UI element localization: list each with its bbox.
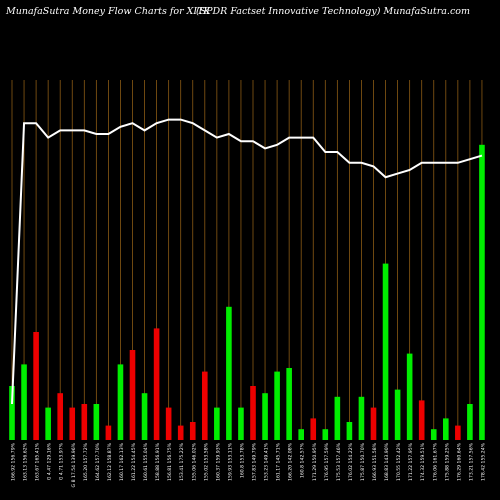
x-tick-label: 168.83 143.90%	[384, 442, 390, 481]
x-tick-label: 160.37 159.93%	[215, 442, 221, 481]
x-tick-label: 155.06 146.02%	[191, 442, 197, 481]
x-tick-label: 161.17 145.71%	[276, 442, 282, 481]
flow-bar	[45, 407, 51, 440]
flow-bar	[226, 306, 232, 440]
flow-bar	[214, 407, 220, 440]
x-tick-label: 164.62 157.70%	[95, 442, 101, 481]
flow-bar	[430, 429, 437, 440]
x-tick-labels: 166.92 156.79% 163.13 156.62% 163.67 165.4…	[11, 442, 487, 487]
x-tick-label: 153.41 175.22%	[179, 442, 185, 481]
x-tick-label: 175.88 159.25%	[444, 442, 450, 481]
flow-bar	[9, 386, 15, 440]
flow-bar	[298, 429, 304, 440]
flow-bar	[346, 422, 353, 440]
x-tick-label: 174.32 159.51%	[420, 442, 426, 481]
x-tick-label: 166.92 156.79%	[11, 442, 17, 481]
x-tick-label: 171.29 150.95%	[312, 442, 318, 481]
x-tick-label: 178.42 155.24%	[480, 442, 486, 481]
x-tick-label: 153.23 149.41%	[264, 442, 270, 481]
x-tick-label: 156.81 156.75%	[167, 442, 173, 481]
flow-bar	[165, 407, 172, 440]
flow-bar	[455, 425, 461, 440]
x-tick-label: 155.02 153.58%	[203, 442, 209, 481]
x-tick-label: 162.12 158.87%	[107, 442, 113, 481]
x-tick-label: 165.20 157.72%	[83, 442, 89, 481]
x-tick-label: 157.83 149.79%	[252, 442, 258, 481]
flow-bar	[177, 425, 184, 440]
flow-bar	[250, 386, 256, 440]
chart-subtitle: (SPDR Factset Innovative Technology) Mun…	[195, 6, 470, 17]
x-tick-label: 166.93 151.58%	[372, 442, 378, 481]
x-tick-label: G 4.47 129.16%	[47, 442, 53, 480]
x-tick-label: 158.88 156.91%	[155, 442, 161, 481]
x-tick-label: 160.17 162.13%	[119, 442, 125, 481]
chart-title: MunafaSutra Money Flow Charts for XITK	[6, 6, 211, 17]
flow-bar	[57, 393, 63, 440]
x-tick-label: 173.21 157.56%	[468, 442, 474, 481]
flow-bar	[467, 404, 473, 440]
flow-bar	[370, 407, 377, 440]
flow-bars	[9, 144, 485, 441]
x-tick-label: 171.22 157.95%	[408, 442, 414, 481]
flow-bar	[117, 364, 124, 440]
x-tick-label: 170.55 152.42%	[396, 442, 402, 481]
flow-bar	[394, 389, 401, 440]
flow-bar	[382, 263, 389, 440]
x-tick-label: 166.20 142.08%	[288, 442, 294, 481]
x-tick-label: 175.87 150.70%	[360, 442, 366, 481]
x-tick-label: 161.22 154.45%	[131, 442, 137, 481]
flow-bar	[406, 353, 413, 440]
flow-bar	[69, 407, 76, 440]
flow-bar	[286, 368, 292, 440]
flow-bar	[310, 418, 317, 440]
x-tick-label: 160.8 142.57%	[300, 442, 306, 478]
flow-bar	[274, 371, 280, 440]
price-line	[11, 118, 483, 405]
flow-bar	[81, 404, 88, 440]
x-tick-label: 176.29 160.64%	[456, 442, 462, 481]
price-line-path	[11, 118, 483, 405]
flow-bar	[202, 371, 208, 440]
flow-bar	[141, 393, 148, 440]
flow-bar	[21, 364, 27, 440]
flow-bar	[322, 429, 329, 440]
x-tick-label: 163.67 165.41%	[35, 442, 41, 481]
flow-bar	[238, 407, 244, 440]
flow-bar	[358, 396, 365, 440]
x-tick-label: 163.13 156.62%	[23, 442, 29, 481]
x-tick-label: 175.53 157.46%	[336, 442, 342, 481]
x-tick-label: 176.02 154.22%	[348, 442, 354, 481]
flow-bar	[334, 396, 341, 440]
flow-bar	[443, 418, 449, 440]
flow-bar	[129, 350, 136, 440]
x-tick-label: 176.95 157.59%	[324, 442, 330, 481]
x-tick-label: 160.61 155.04%	[143, 442, 149, 481]
flow-bar	[93, 404, 100, 440]
flow-bar	[189, 422, 196, 440]
flow-bar	[33, 332, 39, 440]
flow-bar	[105, 425, 112, 440]
x-tick-label: 159.93 153.11%	[227, 442, 233, 481]
x-tick-label: G 4.71 153.97%	[59, 442, 65, 480]
x-tick-label: 160.8 153.78%	[239, 442, 245, 478]
flow-bar	[479, 144, 485, 441]
flow-bar	[262, 393, 268, 440]
x-tick-label: G 8 17.54 139.96%	[71, 442, 77, 487]
flow-bar	[418, 400, 425, 440]
flow-bar	[153, 328, 160, 440]
x-tick-label: 176.06 161.67%	[432, 442, 438, 481]
